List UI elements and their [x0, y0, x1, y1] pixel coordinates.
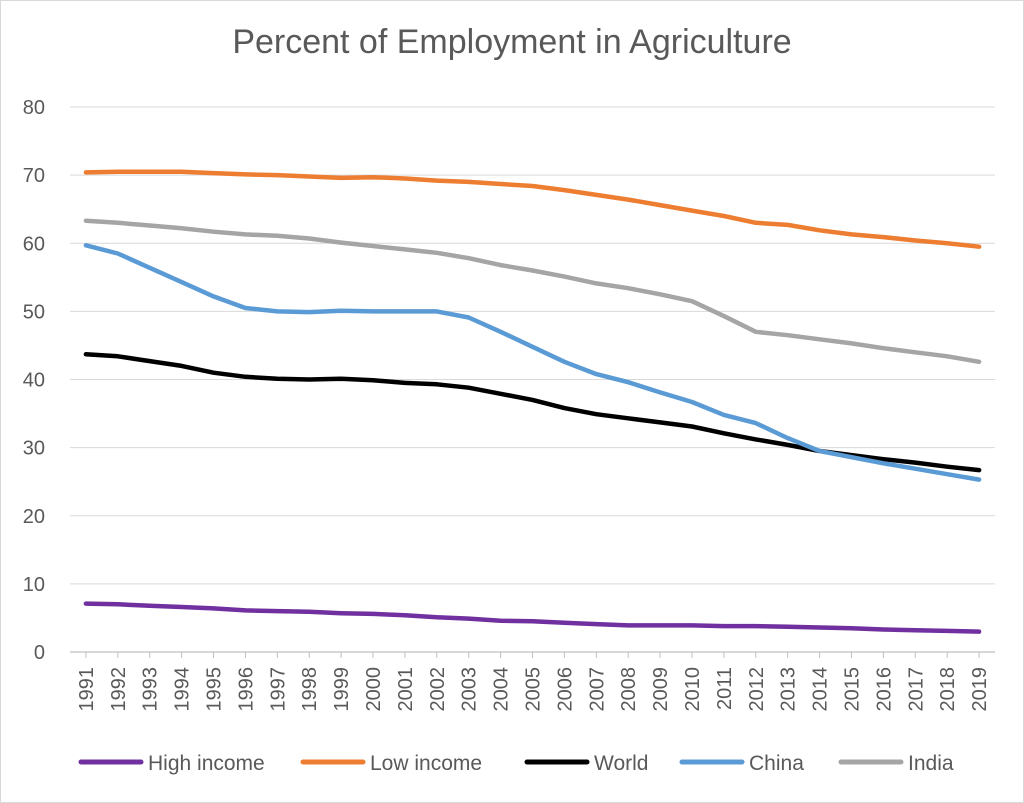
series-line-low-income — [83, 169, 982, 249]
y-axis-ticks: 0 10 20 30 40 50 60 70 80 — [23, 97, 45, 664]
x-tick-label: 2010 — [682, 667, 704, 712]
x-tick-label: 1991 — [76, 667, 98, 712]
x-axis-ticks: 1991 1992 1993 1994 1995 1996 1997 1998 1999 2000… — [76, 652, 991, 712]
legend-label: Low income — [370, 752, 482, 775]
x-tick-label: 2005 — [523, 667, 545, 712]
x-tick-label: 2002 — [427, 667, 449, 712]
x-tick-label: 1994 — [172, 667, 194, 712]
x-tick-label: 2012 — [746, 667, 768, 712]
x-tick-label: 1992 — [108, 667, 130, 712]
legend-label: India — [908, 752, 954, 775]
legend-label: World — [594, 752, 648, 775]
x-tick-label: 2000 — [363, 667, 385, 712]
legend-label: High income — [148, 752, 265, 775]
x-tick-label: 2019 — [969, 667, 991, 712]
series-line-china — [83, 243, 982, 482]
x-tick-label: 2007 — [586, 667, 608, 712]
y-tick-label: 60 — [23, 233, 45, 255]
y-tick-label: 70 — [23, 165, 45, 187]
legend: High income Low income World China India — [78, 752, 954, 775]
y-tick-label: 50 — [23, 301, 45, 323]
x-tick-label: 2003 — [459, 667, 481, 712]
x-tick-label: 2001 — [395, 667, 417, 712]
x-tick-label: 2008 — [618, 667, 640, 712]
x-tick-label: 1996 — [235, 667, 257, 712]
x-tick-label: 2016 — [873, 667, 895, 712]
x-tick-label: 1995 — [204, 667, 226, 712]
series-line-india — [83, 218, 982, 365]
y-tick-label: 20 — [23, 506, 45, 528]
x-tick-label: 2006 — [554, 667, 576, 712]
x-tick-label: 1997 — [267, 667, 289, 712]
x-tick-label: 2017 — [905, 667, 927, 712]
x-tick-label: 2018 — [937, 667, 959, 712]
x-tick-label: 2004 — [491, 667, 513, 712]
y-tick-label: 30 — [23, 438, 45, 460]
x-tick-label: 1999 — [331, 667, 353, 712]
x-tick-label: 2009 — [650, 667, 672, 712]
x-tick-label: 2013 — [778, 667, 800, 712]
chart-title: Percent of Employment in Agriculture — [232, 23, 792, 61]
y-tick-label: 0 — [34, 642, 45, 664]
y-tick-label: 10 — [23, 574, 45, 596]
x-tick-label: 2014 — [810, 667, 832, 712]
series-line-world — [83, 352, 982, 473]
y-tick-label: 80 — [23, 97, 45, 119]
x-tick-label: 2011 — [714, 667, 736, 710]
y-tick-label: 40 — [23, 370, 45, 392]
series-line-high-income — [83, 601, 982, 634]
x-tick-label: 2015 — [841, 667, 863, 712]
gridlines — [70, 106, 995, 653]
x-tick-label: 1993 — [140, 667, 162, 712]
series-lines — [83, 169, 982, 634]
x-tick-label: 1998 — [299, 667, 321, 712]
legend-label: China — [749, 752, 804, 775]
